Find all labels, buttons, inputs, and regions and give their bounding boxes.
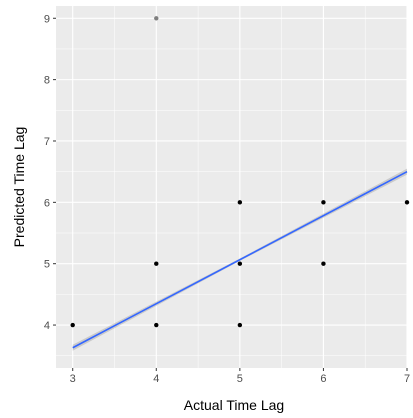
y-axis-ticks: 4 5 6 7 8 9 [44,13,56,332]
minor-gridlines [56,6,407,368]
y-tick-label: 8 [44,75,50,87]
data-point [237,261,243,266]
data-point [404,200,410,205]
y-tick-label: 7 [44,136,50,148]
x-tick-label: 6 [320,373,326,385]
plot-panel [56,6,407,368]
y-axis-title: Predicted Time Lag [11,127,27,248]
x-axis-title: Actual Time Lag [184,397,284,413]
y-tick-label: 5 [44,259,50,271]
x-tick-label: 4 [153,373,159,385]
data-point [321,261,326,266]
trend-line [72,170,408,349]
trend-line-layer [72,170,408,349]
data-point [154,16,159,21]
data-point [154,261,159,266]
y-tick-label: 9 [44,13,50,25]
data-points [70,16,410,328]
x-tick-label: 3 [70,373,76,385]
data-point [154,322,159,328]
data-point [70,322,75,328]
x-tick-label: 7 [404,373,410,385]
data-point [237,200,243,205]
x-axis-ticks: 3 4 5 6 7 [70,368,410,385]
data-point [237,322,243,328]
y-tick-label: 4 [44,320,50,332]
x-tick-label: 5 [237,373,243,385]
data-point [321,200,326,205]
y-tick-label: 6 [44,197,50,209]
